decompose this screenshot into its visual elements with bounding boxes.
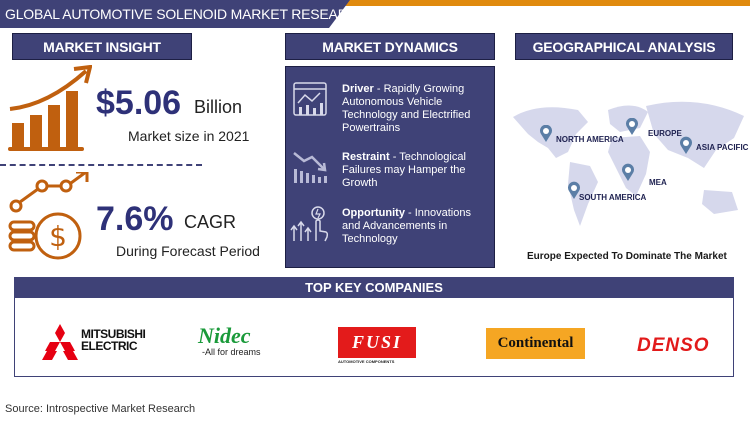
map-pin-icon xyxy=(540,125,552,142)
cagr-label: During Forecast Period xyxy=(116,243,260,259)
source-note: Source: Introspective Market Research xyxy=(5,403,196,415)
title-band xyxy=(0,0,350,28)
market-dynamics-panel: Driver - Rapidly Growing Autonomous Vehi… xyxy=(285,66,495,268)
map-pin-icon xyxy=(622,163,634,181)
opportunity-text: Opportunity - Innovations and Advancemen… xyxy=(342,207,471,245)
restraint-text: Restraint - Technological Failures may H… xyxy=(342,151,466,189)
mitsubishi-electric-logo: MITSUBISHI ELECTRIC xyxy=(42,324,152,360)
top-key-companies-header: TOP KEY COMPANIES xyxy=(14,277,734,298)
region-south-america: SOUTH AMERICA xyxy=(579,193,647,202)
market-insight-header: MARKET INSIGHT xyxy=(12,33,192,60)
map-pin-icon xyxy=(626,118,638,135)
svg-text:$: $ xyxy=(49,220,67,253)
restraint-item: Restraint - Technological Failures may H… xyxy=(290,149,490,190)
driver-text: Driver - Rapidly Growing Autonomous Vehi… xyxy=(342,83,471,134)
driver-item: Driver - Rapidly Growing Autonomous Vehi… xyxy=(290,81,490,135)
declining-chart-icon xyxy=(293,152,327,183)
region-europe: EUROPE xyxy=(648,129,682,138)
opportunity-item: Opportunity - Innovations and Advancemen… xyxy=(290,205,490,246)
nidec-logo: Nidec -All for dreams xyxy=(198,323,261,358)
report-title: GLOBAL AUTOMOTIVE SOLENOID MARKET RESEAR… xyxy=(5,6,429,22)
market-size-label: Market size in 2021 xyxy=(128,128,250,144)
companies-panel xyxy=(14,279,734,377)
chart-dashboard-icon xyxy=(293,82,327,116)
three-diamonds-icon xyxy=(42,324,78,360)
region-mea: MEA xyxy=(649,178,667,187)
region-north-america: NORTH AMERICA xyxy=(556,135,624,144)
accent-band xyxy=(340,0,750,6)
market-dynamics-header: MARKET DYNAMICS xyxy=(285,33,495,60)
geo-caption: Europe Expected To Dominate The Market xyxy=(527,251,727,262)
divider xyxy=(0,164,202,166)
innovation-touch-icon xyxy=(290,206,329,242)
denso-logo: DENSO xyxy=(637,335,710,356)
cagr-value: 7.6% xyxy=(96,200,174,238)
market-size-unit: Billion xyxy=(194,97,243,117)
map-pin-icon xyxy=(680,136,692,154)
continental-logo: Continental xyxy=(486,328,585,359)
fusi-logo: FUSI AUTOMOTIVE COMPONENTS xyxy=(338,327,418,365)
map-pin-icon xyxy=(568,181,580,199)
market-size-value: $5.06 xyxy=(96,84,182,122)
geographical-analysis-header: GEOGRAPHICAL ANALYSIS xyxy=(515,33,733,60)
region-asia-pacific: ASIA PACIFIC xyxy=(696,143,749,152)
cagr-unit: CAGR xyxy=(184,212,237,232)
growth-bar-chart-icon xyxy=(8,65,92,151)
money-growth-icon: $ xyxy=(8,172,89,260)
